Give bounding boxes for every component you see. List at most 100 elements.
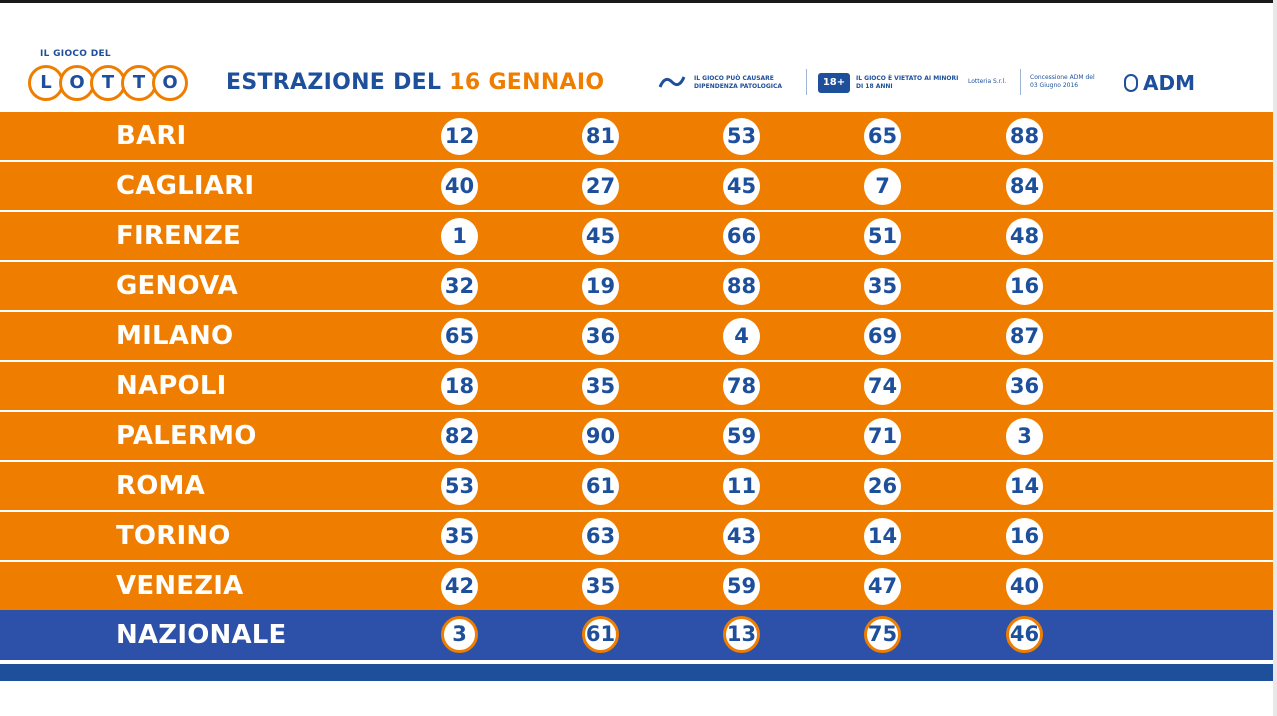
number-ball: 14: [1006, 468, 1043, 505]
number-ball: 88: [1006, 118, 1043, 155]
number-ball: 36: [582, 318, 619, 355]
lotto-logo: IL GIOCO DEL L O T T O: [28, 47, 190, 105]
number-ball: 47: [864, 568, 901, 605]
city-name: CAGLIARI: [116, 171, 255, 201]
table-row: FIRENZE 1 45 66 51 48: [0, 212, 1277, 260]
right-frame-border: [1273, 0, 1277, 716]
title-date: 16 GENNAIO: [449, 70, 605, 95]
number-ball: 4: [723, 318, 760, 355]
table-row: BARI 12 81 53 65 88: [0, 112, 1277, 160]
number-ball: 14: [864, 518, 901, 555]
number-ball: 35: [582, 568, 619, 605]
header-divider: [806, 69, 807, 95]
operator-text: Lotteria S.r.l.: [968, 78, 1007, 85]
number-ball: 11: [723, 468, 760, 505]
city-name: NAPOLI: [116, 371, 227, 401]
number-ball: 3: [1006, 418, 1043, 455]
number-ball: 42: [441, 568, 478, 605]
age-warning-text: IL GIOCO È VIETATO AI MINORI DI 18 ANNI: [856, 75, 959, 90]
table-row: TORINO 35 63 43 14 16: [0, 512, 1277, 560]
number-ball: 27: [582, 168, 619, 205]
number-ball: 81: [582, 118, 619, 155]
adm-label: ADM: [1143, 71, 1195, 95]
number-ball: 35: [582, 368, 619, 405]
draw-results-table: BARI 12 81 53 65 88 CAGLIARI 40 27 45 7 …: [0, 112, 1277, 662]
number-ball: 32: [441, 268, 478, 305]
republic-emblem-icon: [1124, 74, 1138, 92]
logo-letter: T: [121, 65, 157, 101]
number-ball: 65: [864, 118, 901, 155]
addiction-warning-text: IL GIOCO PUÒ CAUSARE DIPENDENZA PATOLOGI…: [694, 75, 783, 90]
number-ball: 19: [582, 268, 619, 305]
number-ball: 16: [1006, 518, 1043, 555]
number-ball: 3: [441, 616, 478, 653]
number-ball: 12: [441, 118, 478, 155]
logo-letter: O: [152, 65, 188, 101]
city-name: TORINO: [116, 521, 231, 551]
number-ball: 16: [1006, 268, 1043, 305]
concession-text: Concessione ADM del 03 Giugno 2016: [1030, 74, 1095, 89]
addiction-warning: IL GIOCO PUÒ CAUSARE DIPENDENZA PATOLOGI…: [656, 69, 799, 97]
number-ball: 45: [723, 168, 760, 205]
table-row: GENOVA 32 19 88 35 16: [0, 262, 1277, 310]
number-ball: 82: [441, 418, 478, 455]
number-ball: 13: [723, 616, 760, 653]
table-row: PALERMO 82 90 59 71 3: [0, 412, 1277, 460]
page-title: ESTRAZIONE DEL 16 GENNAIO: [226, 70, 604, 95]
number-ball: 40: [441, 168, 478, 205]
number-ball: 35: [441, 518, 478, 555]
city-name: PALERMO: [116, 421, 257, 451]
number-ball: 61: [582, 468, 619, 505]
bottom-divider: [0, 662, 1277, 664]
number-ball: 36: [1006, 368, 1043, 405]
number-ball: 75: [864, 616, 901, 653]
number-ball: 26: [864, 468, 901, 505]
number-ball: 74: [864, 368, 901, 405]
city-name: MILANO: [116, 321, 234, 351]
city-name: NAZIONALE: [116, 620, 287, 650]
header-divider: [1020, 69, 1021, 95]
number-ball: 78: [723, 368, 760, 405]
number-ball: 66: [723, 218, 760, 255]
number-ball: 90: [582, 418, 619, 455]
number-ball: 65: [441, 318, 478, 355]
table-row: VENEZIA 42 35 59 47 40: [0, 562, 1277, 610]
number-ball: 45: [582, 218, 619, 255]
table-row: ROMA 53 61 11 26 14: [0, 462, 1277, 510]
number-ball: 84: [1006, 168, 1043, 205]
bottom-bar: [0, 664, 1277, 681]
logo-wordmark: L O T T O: [28, 65, 190, 101]
table-row: CAGLIARI 40 27 45 7 84: [0, 162, 1277, 210]
number-ball: 69: [864, 318, 901, 355]
number-ball: 46: [1006, 616, 1043, 653]
logo-letter: L: [28, 65, 64, 101]
number-ball: 59: [723, 568, 760, 605]
city-name: ROMA: [116, 471, 205, 501]
number-ball: 71: [864, 418, 901, 455]
number-ball: 43: [723, 518, 760, 555]
number-ball: 18: [441, 368, 478, 405]
number-ball: 51: [864, 218, 901, 255]
city-name: VENEZIA: [116, 571, 244, 601]
top-frame-border: [0, 0, 1277, 3]
number-ball: 7: [864, 168, 901, 205]
adm-logo: ADM: [1124, 71, 1195, 95]
title-prefix: ESTRAZIONE DEL: [226, 70, 450, 95]
age-18-icon: 18+: [818, 73, 850, 93]
header: IL GIOCO DEL L O T T O ESTRAZIONE DEL 16…: [0, 3, 1277, 112]
warning-logo-icon: [656, 73, 688, 93]
number-ball: 63: [582, 518, 619, 555]
number-ball: 53: [723, 118, 760, 155]
city-name: FIRENZE: [116, 221, 241, 251]
logo-tagline: IL GIOCO DEL: [40, 49, 111, 59]
nazionale-row: NAZIONALE 3 61 13 75 46: [0, 610, 1277, 660]
warning-logo-graphic: [658, 76, 686, 88]
bottom-margin: [0, 681, 1277, 716]
city-name: BARI: [116, 121, 187, 151]
number-ball: 59: [723, 418, 760, 455]
number-ball: 88: [723, 268, 760, 305]
number-ball: 87: [1006, 318, 1043, 355]
number-ball: 53: [441, 468, 478, 505]
logo-letter: T: [90, 65, 126, 101]
table-row: MILANO 65 36 4 69 87: [0, 312, 1277, 360]
